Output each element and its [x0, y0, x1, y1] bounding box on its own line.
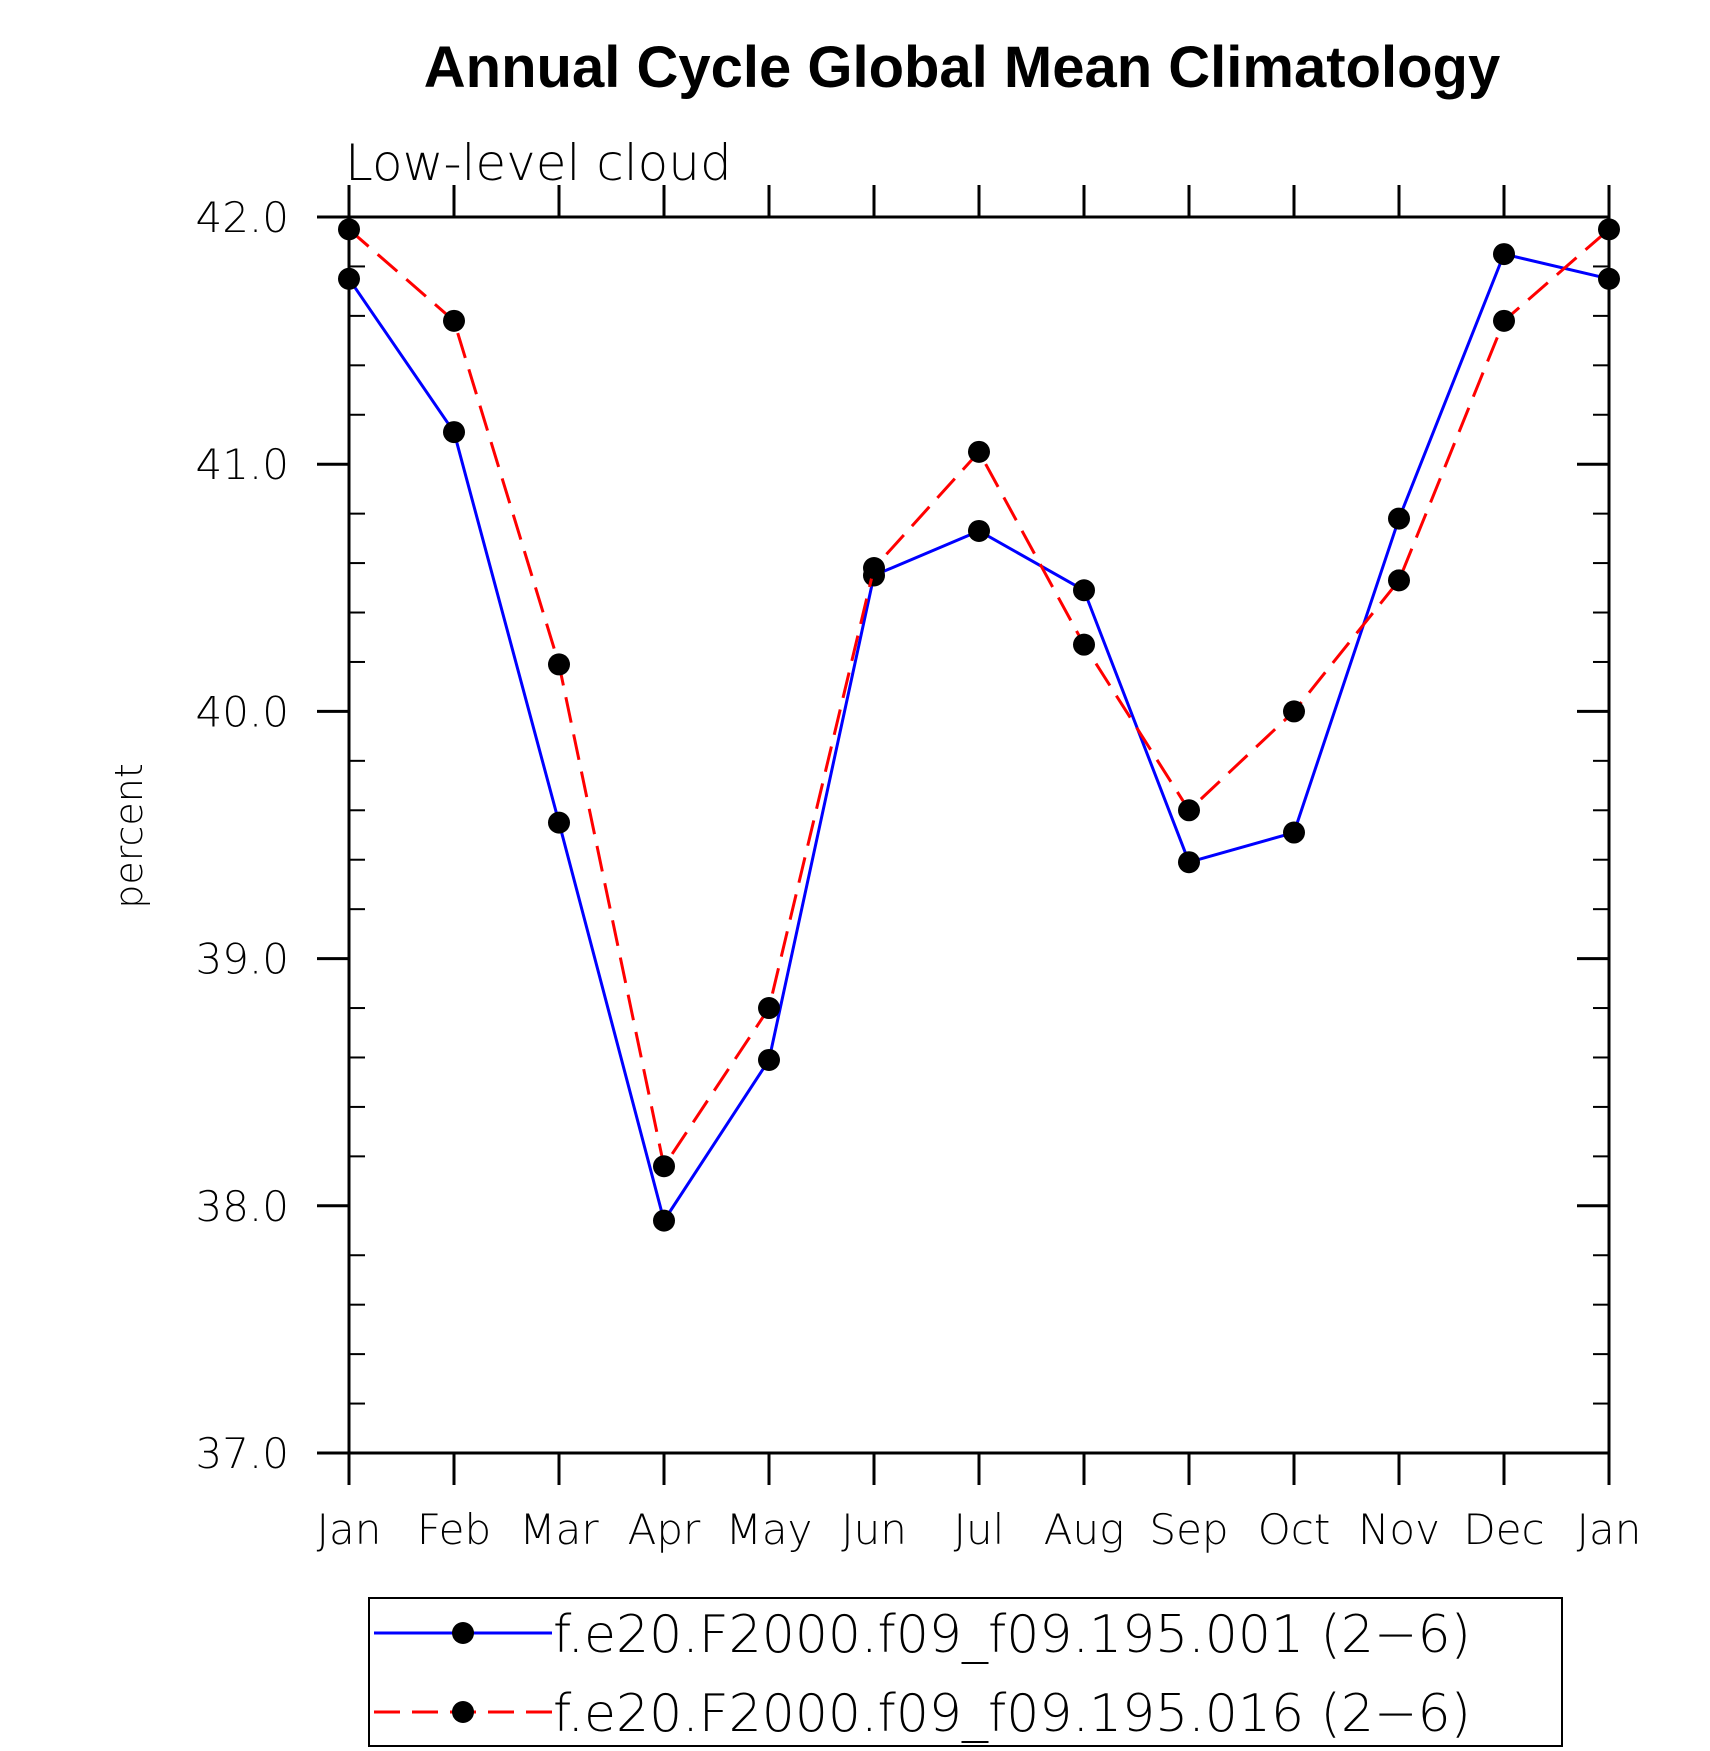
- legend-items: f.e20.F2000.f09_f09.195.001 (2−6) f.e20.F…: [374, 1605, 1471, 1744]
- series-1-point: [653, 1209, 675, 1232]
- series-2-point: [1073, 633, 1095, 656]
- series-2-point: [1388, 569, 1410, 592]
- x-tick-label: Oct: [1258, 1505, 1331, 1554]
- x-tick-label: Apr: [628, 1505, 701, 1554]
- legend-swatch-marker: [452, 1622, 474, 1644]
- axis-ticks: [317, 185, 1611, 1485]
- series-1-point: [1178, 851, 1200, 874]
- y-tick-label: 40.0: [195, 687, 289, 736]
- series-2-point: [653, 1155, 675, 1178]
- series-1-point: [1283, 821, 1305, 844]
- y-axis-label: percent: [107, 763, 151, 909]
- series-1-line: [347, 252, 1610, 1223]
- series-2-point: [1283, 700, 1305, 723]
- series-2-point: [548, 653, 570, 676]
- x-tick-label: May: [726, 1505, 813, 1554]
- chart-title: Annual Cycle Global Mean Climatology: [424, 35, 1500, 100]
- x-tick-label: Jul: [954, 1505, 1005, 1554]
- legend: f.e20.F2000.f09_f09.195.001 (2−6) f.e20.F…: [368, 1597, 1563, 1747]
- y-tick-label: 38.0: [195, 1182, 289, 1231]
- plot-frame: [347, 215, 1611, 1455]
- series-layer: [338, 218, 1620, 1232]
- legend-box: [368, 1597, 1563, 1747]
- series-1-point: [968, 519, 990, 542]
- series-1-point: [1073, 579, 1095, 602]
- x-tick-label: Nov: [1358, 1505, 1440, 1554]
- series-1-point: [443, 421, 465, 444]
- series-2-point: [863, 557, 885, 580]
- series-2-point: [968, 440, 990, 463]
- x-tick-label: Jun: [841, 1505, 907, 1554]
- series-2-point: [443, 309, 465, 332]
- series-2-point: [758, 997, 780, 1020]
- x-tick-label: Jan: [317, 1505, 382, 1554]
- tick-labels: Jan Feb Mar Apr May Jun Jul Aug Sep Oct Nov Dec Jan 3…: [195, 193, 1641, 1554]
- legend-label: f.e20.F2000.f09_f09.195.016 (2−6): [553, 1684, 1471, 1744]
- series-2-point: [1178, 799, 1200, 822]
- y-tick-label: 39.0: [195, 935, 289, 984]
- series-2-line: [348, 228, 1610, 1168]
- series-1-point: [758, 1048, 780, 1071]
- y-tick-label: 37.0: [195, 1429, 289, 1478]
- series-1-point: [1388, 507, 1410, 530]
- y-tick-label: 41.0: [195, 440, 289, 489]
- series-1-point: [548, 811, 570, 834]
- y-tick-label: 42.0: [195, 193, 289, 242]
- series-1-point: [1493, 243, 1515, 266]
- x-tick-label: Aug: [1044, 1505, 1125, 1554]
- x-tick-label: Feb: [417, 1505, 491, 1554]
- legend-swatch-marker: [452, 1701, 474, 1723]
- legend-label: f.e20.F2000.f09_f09.195.001 (2−6): [553, 1605, 1471, 1665]
- series-2-point: [1493, 309, 1515, 332]
- chart-subtitle: Low-level cloud: [345, 134, 732, 192]
- x-tick-label: Sep: [1149, 1505, 1228, 1554]
- x-tick-label: Dec: [1463, 1505, 1544, 1554]
- x-tick-label: Mar: [519, 1505, 599, 1554]
- x-tick-label: Jan: [1577, 1505, 1642, 1554]
